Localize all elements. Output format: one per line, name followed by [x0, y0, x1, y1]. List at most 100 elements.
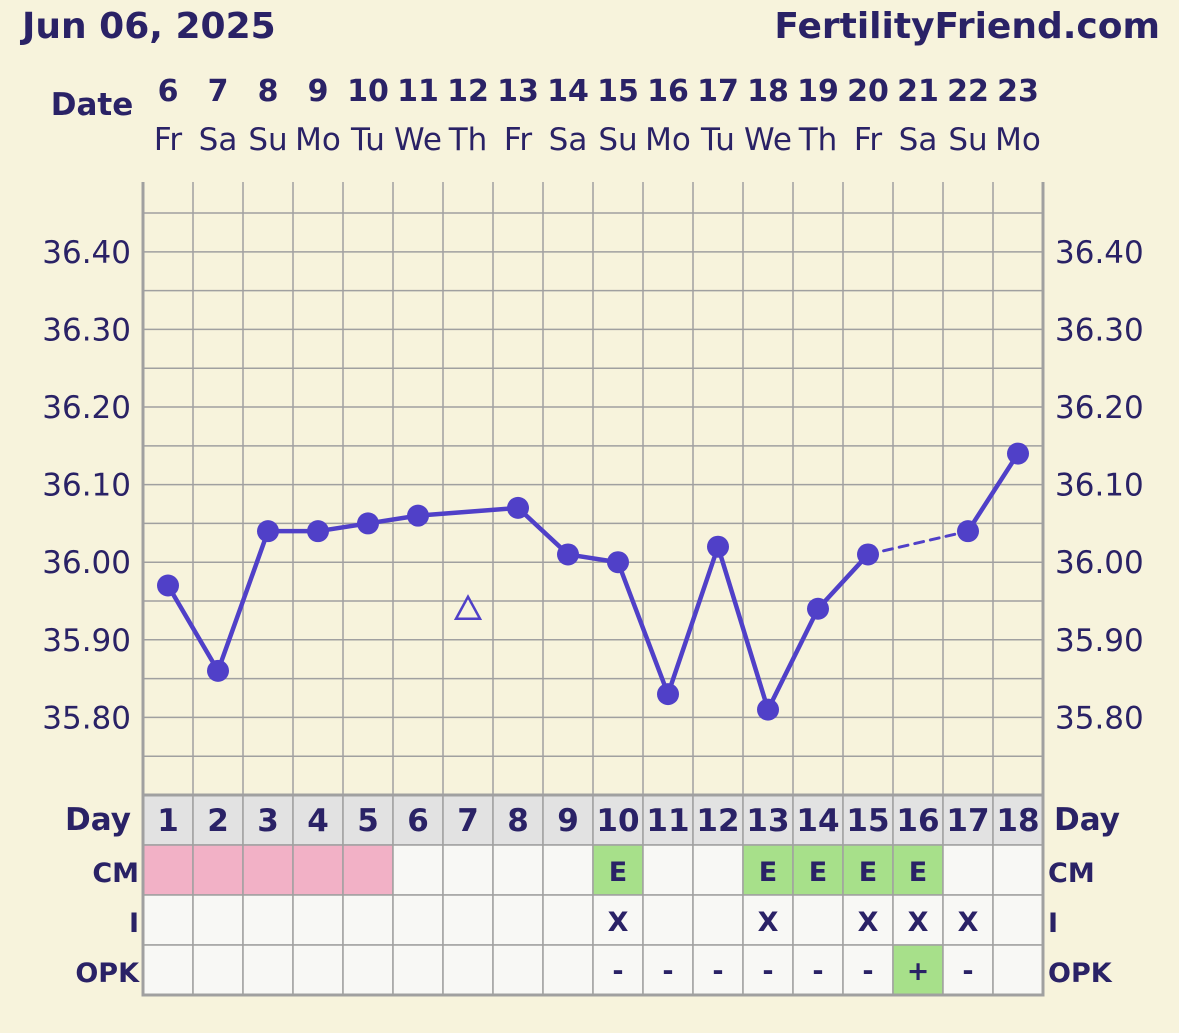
weekday-label: Su [598, 122, 637, 158]
plot-grid [141, 182, 1045, 796]
opk-cell [592, 944, 644, 996]
opk-cell [292, 944, 344, 996]
opk-cell [342, 944, 394, 996]
date-label: 14 [547, 74, 589, 109]
day-cell [242, 794, 294, 846]
opk-value: - [812, 956, 823, 987]
temperature-point [307, 520, 329, 543]
day-number: 8 [507, 803, 529, 839]
date-label: 21 [897, 74, 939, 109]
cm-cell [692, 844, 744, 896]
cm-cell [542, 844, 594, 896]
y-tick-label-right: 36.20 [1055, 390, 1144, 426]
opk-row-label-left: OPK [75, 958, 140, 989]
excluded-temperature-point [453, 594, 483, 621]
cm-cell [892, 844, 944, 896]
intercourse-cell [692, 894, 744, 946]
series-line [515, 505, 571, 557]
intercourse-cell [242, 894, 294, 946]
weekday-label: Fr [504, 122, 533, 158]
day-number: 7 [457, 803, 479, 839]
series-line [665, 544, 721, 697]
intercourse-cell [142, 894, 194, 946]
opk-cell [892, 944, 944, 996]
intercourse-value: X [608, 907, 629, 938]
opk-cell [142, 944, 194, 996]
day-number: 15 [846, 803, 889, 839]
opk-value: - [712, 956, 723, 987]
cm-cell [992, 844, 1044, 896]
intercourse-row-label-right: I [1048, 908, 1058, 939]
day-number: 5 [357, 803, 379, 839]
cm-cell [492, 844, 544, 896]
weekday-label: Su [948, 122, 987, 158]
date-label: 9 [308, 74, 329, 109]
temperature-series [157, 442, 1029, 721]
date-label: 13 [497, 74, 539, 109]
day-number: 4 [307, 803, 329, 839]
series-line [815, 552, 871, 612]
intercourse-cell [642, 894, 694, 946]
temperature-point [157, 574, 179, 597]
weekday-label: Su [248, 122, 287, 158]
day-number: 10 [596, 803, 639, 839]
cm-value: E [859, 857, 877, 888]
date-label: 18 [747, 74, 789, 109]
date-label: 12 [447, 74, 489, 109]
weekday-label: Tu [350, 122, 385, 158]
intercourse-cell [592, 894, 644, 946]
day-number: 3 [257, 803, 279, 839]
opk-value: - [862, 956, 873, 987]
series-line [715, 544, 771, 712]
opk-cell [392, 944, 444, 996]
date-label: 16 [647, 74, 689, 109]
cm-cell [242, 844, 294, 896]
intercourse-cell [542, 894, 594, 946]
day-number: 12 [696, 803, 739, 839]
day-row-label-left: Day [65, 802, 131, 838]
weekday-label: Tu [700, 122, 735, 158]
date-label: 15 [597, 74, 639, 109]
day-number: 9 [557, 803, 579, 839]
date-label: 22 [947, 74, 989, 109]
series-line-dashed [866, 529, 970, 556]
day-row-label-right: Day [1054, 802, 1120, 838]
intercourse-cell [392, 894, 444, 946]
y-tick-label-right: 36.40 [1055, 235, 1144, 271]
day-number: 17 [946, 803, 989, 839]
cm-cell [292, 844, 344, 896]
cm-value: E [609, 857, 627, 888]
opk-value: + [907, 956, 930, 987]
opk-cell [492, 944, 544, 996]
cm-value: E [909, 857, 927, 888]
day-cell [192, 794, 244, 846]
intercourse-value: X [858, 907, 879, 938]
opk-cell [642, 944, 694, 996]
intercourse-value: X [958, 907, 979, 938]
opk-value: - [762, 956, 773, 987]
y-tick-label-left: 36.10 [42, 468, 131, 504]
series-line [965, 451, 1021, 534]
y-tick-label-right: 36.30 [1055, 312, 1144, 348]
intercourse-value: X [758, 907, 779, 938]
weekday-label: We [394, 122, 442, 158]
cm-row-label-left: CM [92, 858, 139, 889]
opk-cell [992, 944, 1044, 996]
date-label: 7 [208, 74, 229, 109]
date-row-label: Date [51, 87, 134, 123]
y-tick-label-left: 35.80 [42, 700, 131, 736]
opk-cell [442, 944, 494, 996]
intercourse-cell [792, 894, 844, 946]
temperature-point [957, 520, 979, 543]
cm-value: E [759, 857, 777, 888]
y-tick-label-left: 36.20 [42, 390, 131, 426]
temperature-point [357, 512, 379, 535]
opk-cell [192, 944, 244, 996]
chart-date: Jun 06, 2025 [19, 6, 276, 47]
temperature-point [757, 698, 779, 721]
intercourse-cell [192, 894, 244, 946]
cm-cell [442, 844, 494, 896]
opk-value: - [612, 956, 623, 987]
cm-cell [342, 844, 394, 896]
